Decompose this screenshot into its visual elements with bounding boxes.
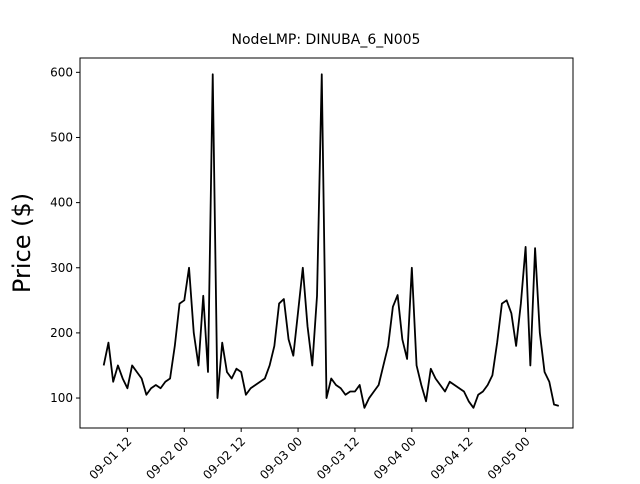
x-tick-label: 09-03 12 — [314, 434, 362, 480]
x-tick-label: 09-01 12 — [86, 434, 134, 480]
y-tick-label: 500 — [50, 130, 73, 144]
y-tick-label: 300 — [50, 261, 73, 275]
x-tick-label: 09-03 00 — [257, 434, 305, 480]
y-axis-label: Price ($) — [8, 193, 36, 293]
chart-title: NodeLMP: DINUBA_6_N005 — [232, 32, 421, 48]
x-tick-label: 09-04 12 — [428, 434, 476, 480]
y-tick-label: 200 — [50, 326, 73, 340]
y-tick-label: 400 — [50, 196, 73, 210]
x-tick-label: 09-04 00 — [371, 434, 419, 480]
price-line — [102, 73, 560, 409]
y-tick-label: 100 — [50, 391, 73, 405]
plot-frame — [79, 57, 574, 429]
x-tick-label: 09-05 00 — [485, 434, 533, 480]
y-tick-label: 600 — [50, 65, 73, 79]
x-tick-label: 09-02 00 — [143, 434, 191, 480]
x-tick-label: 09-02 12 — [200, 434, 248, 480]
